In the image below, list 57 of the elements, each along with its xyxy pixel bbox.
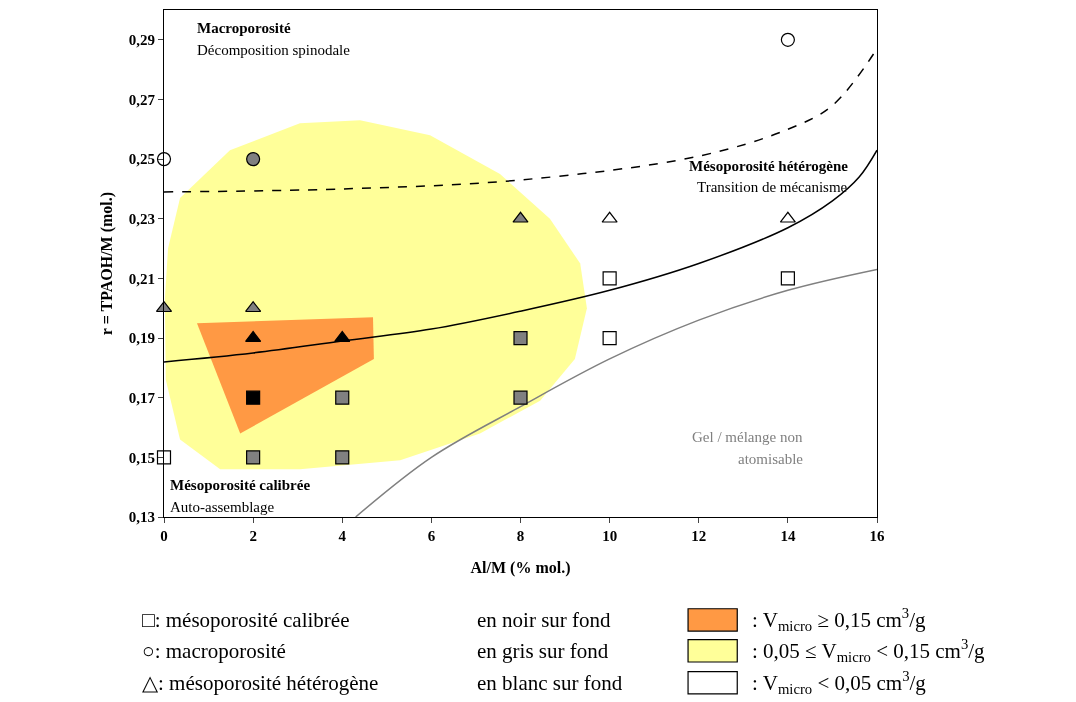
annotation: Mésoporosité calibrée — [170, 477, 311, 493]
point — [245, 301, 262, 313]
y-tick-label: 0,13 — [128, 509, 155, 526]
annotation: atomisable — [738, 451, 804, 467]
x-tick-label: 2 — [249, 528, 257, 545]
point — [156, 450, 172, 465]
x-tick-label: 6 — [427, 528, 436, 545]
y-axis-title: r = TPAOH/M (mol.) — [97, 191, 116, 336]
y-tick-label: 0,19 — [128, 330, 155, 347]
y-tick-label: 0,27 — [128, 91, 156, 108]
y-tick-label: 0,25 — [128, 151, 155, 168]
point — [245, 330, 262, 342]
annotation: Décomposition spinodale — [197, 42, 351, 58]
x-axis-title: Al/M (% mol.) — [470, 558, 571, 577]
y-tick-label: 0,29 — [128, 32, 155, 49]
text: : 0,05 ≤ V$_{micro}$ < 0,15 cm$^{3}$/g — [752, 636, 986, 666]
annotation: Auto-assemblage — [170, 499, 275, 515]
point — [246, 390, 261, 405]
text: ○: macroporosité — [142, 639, 286, 663]
y-tick-label: 0,15 — [128, 449, 155, 466]
point — [780, 271, 795, 286]
point — [246, 450, 261, 465]
y-tick-label: 0,23 — [128, 211, 155, 228]
y-tick-label: 0,17 — [128, 389, 156, 406]
point — [601, 211, 618, 223]
x-tick-label: 16 — [869, 528, 885, 545]
x-tick-label: 10 — [602, 528, 618, 545]
text: : V$_{micro}$ < 0,05 cm$^{3}$/g — [752, 668, 927, 698]
y-tick-label: 0,21 — [128, 270, 155, 287]
point — [335, 390, 350, 405]
x-tick-label: 12 — [691, 528, 707, 545]
point — [513, 390, 528, 405]
point — [512, 211, 529, 223]
point — [602, 330, 617, 346]
point — [246, 152, 261, 167]
annotation: Gel / mélange non — [692, 429, 803, 445]
line-series — [354, 268, 877, 517]
point — [334, 330, 351, 342]
text: □: mésoporosité calibrée — [142, 608, 350, 632]
point — [335, 450, 350, 465]
annotation: Macroporosité — [197, 20, 291, 36]
annotation: Transition de mécanisme — [697, 179, 848, 195]
annotation: Mésoporosité hétérogène — [689, 158, 849, 174]
text: : V$_{micro}$ ≥ 0,15 cm$^{3}$/g — [752, 605, 927, 635]
x-tick-label: 14 — [780, 528, 796, 545]
text: en gris sur fond — [477, 639, 609, 663]
point — [156, 152, 172, 167]
point — [779, 211, 796, 223]
x-tick-label: 8 — [516, 528, 525, 545]
text: en noir sur fond — [477, 608, 612, 632]
x-tick-label: 0 — [160, 528, 168, 545]
text: △: mésoporosité hétérogène — [142, 671, 379, 695]
point — [602, 271, 617, 286]
point — [780, 32, 795, 47]
text: en blanc sur fond — [477, 671, 623, 695]
x-tick-label: 4 — [338, 528, 347, 545]
point — [513, 330, 528, 346]
